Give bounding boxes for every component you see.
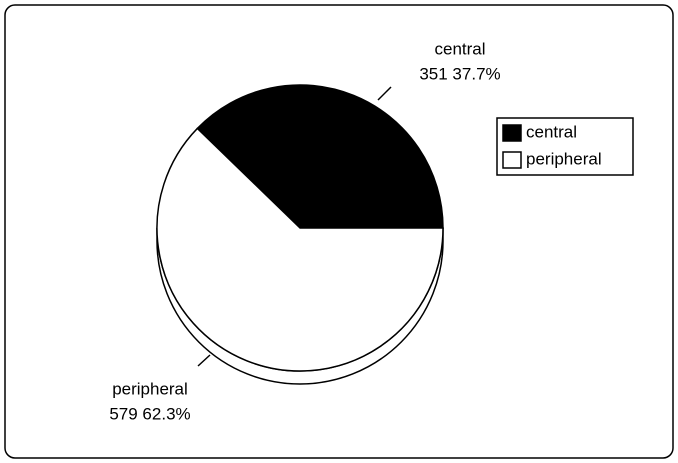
slice-label: central [434,39,485,58]
pie-slice [196,84,444,229]
leader-line [197,354,211,367]
legend-swatch [502,124,522,142]
leader-line [377,86,392,101]
legend-label: peripheral [526,149,602,168]
legend-swatch [502,151,522,169]
slice-value-label: 579 62.3% [109,404,190,423]
pie-slice [156,127,444,372]
slice-label: peripheral [112,379,188,398]
legend-label: central [526,122,577,141]
slice-value-label: 351 37.7% [419,64,500,83]
